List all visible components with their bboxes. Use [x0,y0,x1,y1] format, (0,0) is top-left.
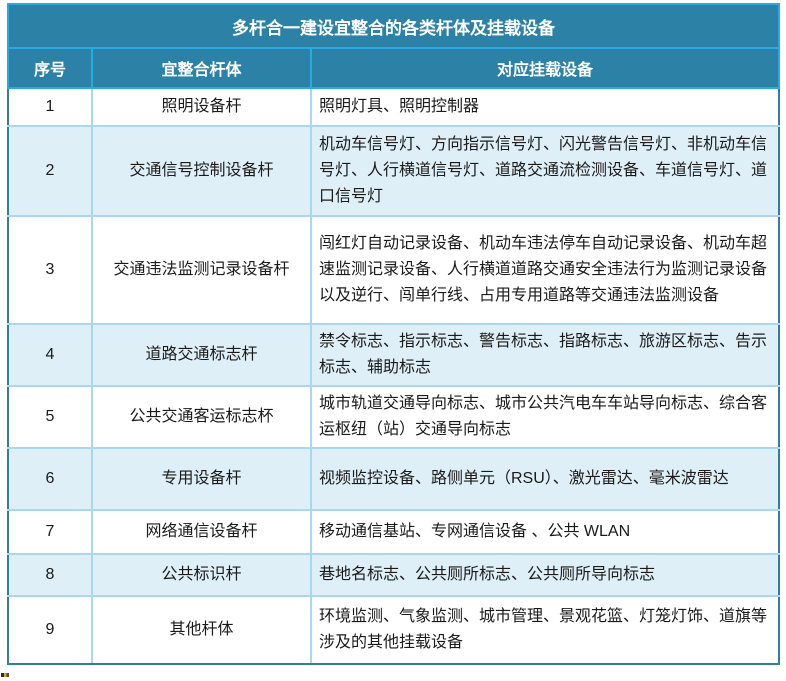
cell-pole-type: 公共交通客运标志杯 [91,385,312,449]
title-row: 多杆合一建设宜整合的各类杆体及挂载设备 [7,3,780,49]
cell-mounted-devices: 照明灯具、照明控制器 [310,87,780,127]
cell-mounted-devices: 城市轨道交通导向标志、城市公共汽电车车站导向标志、综合客运枢纽（站）交通导向标志 [310,385,780,449]
cell-pole-type: 道路交通标志杆 [91,323,312,387]
cell-row-number: 7 [7,509,93,555]
header-row: 序号 宜整合杆体 对应挂载设备 [7,47,780,89]
cell-mounted-devices: 视频监控设备、路侧单元（RSU）、激光雷达、毫米波雷达 [310,447,780,511]
table-row: 4 道路交通标志杆 禁令标志、指示标志、警告标志、指路标志、旅游区标志、告示标志… [7,323,780,387]
table-row: 8 公共标识杆 巷地名标志、公共厕所标志、公共厕所导向标志 [7,553,780,597]
cell-mounted-devices: 巷地名标志、公共厕所标志、公共厕所导向标志 [310,553,780,597]
table-row: 5 公共交通客运标志杯 城市轨道交通导向标志、城市公共汽电车车站导向标志、综合客… [7,385,780,449]
table-row: 2 交通信号控制设备杆 机动车信号灯、方向指示信号灯、闪光警告信号灯、非机动车信… [7,125,780,217]
cell-row-number: 8 [7,553,93,597]
table-row: 6 专用设备杆 视频监控设备、路侧单元（RSU）、激光雷达、毫米波雷达 [7,447,780,511]
cell-mounted-devices: 移动通信基站、专网通信设备 、公共 WLAN [310,509,780,555]
cell-pole-type: 交通信号控制设备杆 [91,125,312,217]
cell-pole-type: 交通违法监测记录设备杆 [91,215,312,325]
table-row: 7 网络通信设备杆 移动通信基站、专网通信设备 、公共 WLAN [7,509,780,555]
col-header-pole: 宜整合杆体 [91,47,312,89]
poles-table: 多杆合一建设宜整合的各类杆体及挂载设备 序号 宜整合杆体 对应挂载设备 1 照明… [7,3,780,665]
cell-row-number: 9 [7,595,93,665]
capture-artifact [1,673,9,677]
cell-pole-type: 其他杆体 [91,595,312,665]
table-row: 3 交通违法监测记录设备杆 闯红灯自动记录设备、机动车违法停车自动记录设备、机动… [7,215,780,325]
table-row: 1 照明设备杆 照明灯具、照明控制器 [7,87,780,127]
cell-row-number: 5 [7,385,93,449]
cell-row-number: 1 [7,87,93,127]
cell-row-number: 2 [7,125,93,217]
cell-mounted-devices: 机动车信号灯、方向指示信号灯、闪光警告信号灯、非机动车信号灯、人行横道信号灯、道… [310,125,780,217]
cell-row-number: 3 [7,215,93,325]
cell-pole-type: 网络通信设备杆 [91,509,312,555]
cell-mounted-devices: 禁令标志、指示标志、警告标志、指路标志、旅游区标志、告示标志、辅助标志 [310,323,780,387]
cell-pole-type: 照明设备杆 [91,87,312,127]
cell-pole-type: 专用设备杆 [91,447,312,511]
col-header-no: 序号 [7,47,93,89]
cell-mounted-devices: 环境监测、气象监测、城市管理、景观花篮、灯笼灯饰、道旗等涉及的其他挂载设备 [310,595,780,665]
cell-row-number: 6 [7,447,93,511]
cell-mounted-devices: 闯红灯自动记录设备、机动车违法停车自动记录设备、机动车超速监测记录设备、人行横道… [310,215,780,325]
table-row: 9 其他杆体 环境监测、气象监测、城市管理、景观花篮、灯笼灯饰、道旗等涉及的其他… [7,595,780,665]
cell-pole-type: 公共标识杆 [91,553,312,597]
cell-row-number: 4 [7,323,93,387]
table-title: 多杆合一建设宜整合的各类杆体及挂载设备 [7,3,780,49]
col-header-devices: 对应挂载设备 [310,47,780,89]
